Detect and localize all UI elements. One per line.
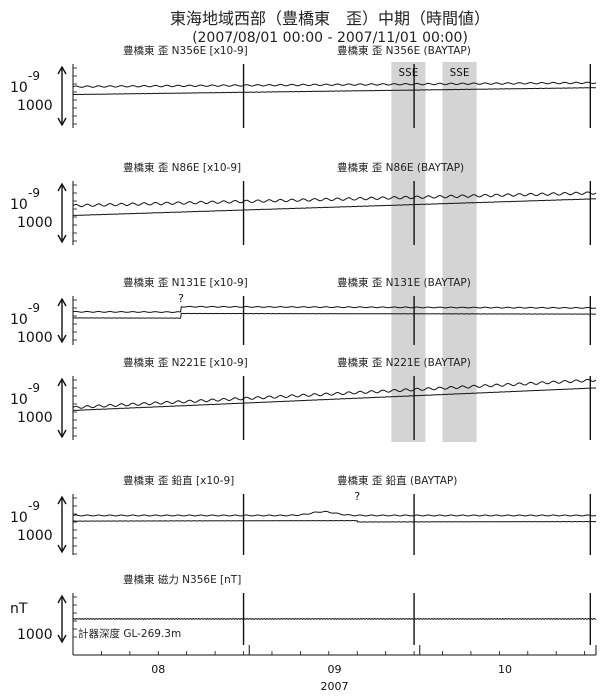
panel-n131e: 豊橋東 歪 N131E [x10-9] 豊橋東 歪 N131E (BAYTAP) 1… bbox=[10, 276, 597, 346]
series-line-baytap bbox=[72, 198, 597, 216]
annotation-question: ? bbox=[178, 292, 184, 305]
baytap-series-label: 豊橋東 歪 N221E (BAYTAP) bbox=[337, 356, 471, 369]
series-line-raw bbox=[72, 191, 597, 208]
series-line-raw bbox=[72, 617, 597, 620]
scale-arrow-up bbox=[57, 182, 67, 192]
raw-series-label: 豊橋東 磁力 N356E [nT] bbox=[123, 573, 241, 586]
scale-value: 1000 bbox=[17, 215, 53, 231]
scale-arrow-down bbox=[57, 634, 67, 644]
sse-label-0: SSE bbox=[398, 66, 418, 79]
title-group: 東海地域西部（豊橋東 歪）中期（時間値） (2007/08/01 00:00 -… bbox=[170, 9, 490, 46]
series-line-baytap bbox=[73, 87, 597, 96]
scale-unit: 10 bbox=[10, 392, 28, 408]
panel-n356e: 豊橋東 歪 N356E [x10-9] 豊橋東 歪 N356E (BAYTAP) 1… bbox=[10, 44, 597, 128]
series-line-raw bbox=[72, 305, 597, 314]
scale-arrow-up bbox=[57, 495, 67, 505]
scale-value: 1000 bbox=[17, 627, 53, 643]
scale-arrow-down bbox=[57, 429, 67, 439]
scale-exponent: -9 bbox=[28, 301, 40, 315]
chart-subtitle: (2007/08/01 00:00 - 2007/11/01 00:00) bbox=[192, 30, 468, 46]
x-axis: 08 09 10 2007 bbox=[72, 645, 597, 693]
scale-exponent: -9 bbox=[28, 69, 40, 83]
panel-n221e: 豊橋東 歪 N221E [x10-9] 豊橋東 歪 N221E (BAYTAP) 1… bbox=[10, 356, 597, 440]
scale-arrow-down bbox=[57, 544, 67, 554]
series-line-baytap bbox=[72, 387, 597, 411]
scale-exponent: -9 bbox=[28, 499, 40, 513]
event-markers bbox=[242, 64, 592, 645]
scale-arrow-up bbox=[57, 65, 67, 75]
scale-value: 1000 bbox=[17, 410, 53, 426]
series-line-baytap bbox=[72, 519, 596, 523]
sse-band-0 bbox=[391, 62, 426, 442]
scale-unit: 10 bbox=[10, 510, 28, 526]
scale-arrow-up bbox=[57, 297, 67, 307]
panel-vertical: 豊橋東 歪 鉛直 [x10-9] 豊橋東 歪 鉛直 (BAYTAP) 10-9 100… bbox=[10, 474, 597, 555]
sse-shading: SSE SSE bbox=[391, 62, 477, 442]
baytap-series-label: 豊橋東 歪 N356E (BAYTAP) bbox=[337, 44, 471, 57]
panels: 豊橋東 歪 N356E [x10-9] 豊橋東 歪 N356E (BAYTAP) 1… bbox=[10, 44, 597, 645]
scale-value: 1000 bbox=[17, 528, 53, 544]
baytap-series-label: 豊橋東 歪 鉛直 (BAYTAP) bbox=[337, 474, 457, 487]
raw-series-label: 豊橋東 歪 N356E [x10-9] bbox=[123, 44, 248, 57]
series-line-raw bbox=[72, 510, 597, 517]
baytap-series-label: 豊橋東 歪 N86E (BAYTAP) bbox=[337, 161, 464, 174]
x-tick-label: 10 bbox=[498, 663, 512, 676]
scale-arrow-down bbox=[57, 117, 67, 127]
scale-arrow-up bbox=[57, 377, 67, 387]
raw-series-label: 豊橋東 歪 N221E [x10-9] bbox=[123, 356, 248, 369]
scale-unit: 10 bbox=[10, 80, 28, 96]
scale-unit: nT bbox=[10, 601, 28, 617]
scale-unit: 10 bbox=[10, 197, 28, 213]
scale-value: 1000 bbox=[17, 98, 53, 114]
raw-series-label: 豊橋東 歪 N131E [x10-9] bbox=[123, 276, 248, 289]
panel-n86e: 豊橋東 歪 N86E [x10-9] 豊橋東 歪 N86E (BAYTAP) 10-… bbox=[10, 161, 597, 245]
instrument-depth-note: 計器深度 GL-269.3m bbox=[78, 627, 181, 640]
raw-series-label: 豊橋東 歪 N86E [x10-9] bbox=[123, 161, 241, 174]
scale-exponent: -9 bbox=[28, 186, 40, 200]
scale-arrow-down bbox=[57, 234, 67, 244]
chart-title: 東海地域西部（豊橋東 歪）中期（時間値） bbox=[170, 9, 490, 28]
x-tick-label: 09 bbox=[328, 663, 342, 676]
raw-series-label: 豊橋東 歪 鉛直 [x10-9] bbox=[123, 474, 234, 487]
scale-value: 1000 bbox=[17, 330, 53, 346]
scale-unit: 10 bbox=[10, 312, 28, 328]
annotation-question: ? bbox=[354, 490, 360, 503]
panel-magnetic: 豊橋東 磁力 N356E [nT] nT 1000 計器深度 GL-269.3m bbox=[10, 573, 597, 645]
scale-exponent: -9 bbox=[28, 381, 40, 395]
scale-arrow-down bbox=[57, 334, 67, 344]
series-line-baytap bbox=[73, 312, 596, 319]
sse-label-1: SSE bbox=[450, 66, 470, 79]
x-year-label: 2007 bbox=[321, 680, 349, 693]
sse-band-1 bbox=[442, 62, 477, 442]
x-tick-label: 08 bbox=[151, 663, 165, 676]
series-line-raw bbox=[72, 81, 597, 88]
series-line-raw bbox=[72, 378, 597, 409]
baytap-series-label: 豊橋東 歪 N131E (BAYTAP) bbox=[337, 276, 471, 289]
scale-arrow-up bbox=[57, 594, 67, 604]
